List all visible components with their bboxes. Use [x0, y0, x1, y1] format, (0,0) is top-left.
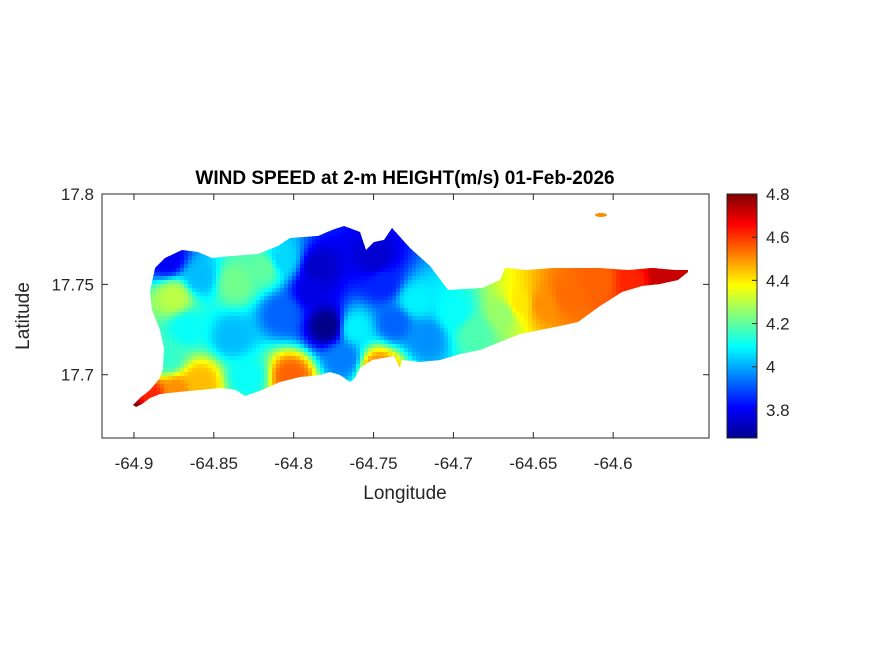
- islet-mark: [595, 213, 607, 217]
- y-tick-label: 17.75: [51, 275, 94, 294]
- x-tick-label: -64.75: [349, 454, 397, 473]
- colorbar-tick-label: 4.6: [766, 228, 790, 247]
- x-tick-label: -64.6: [594, 454, 633, 473]
- y-tick-label: 17.7: [61, 366, 94, 385]
- colorbar-tick-label: 4.4: [766, 271, 790, 290]
- colorbar: [726, 193, 758, 439]
- colorbar-tick-label: 4.8: [766, 185, 790, 204]
- colorbar-tick-label: 4.2: [766, 315, 790, 334]
- x-axis-label: Longitude: [363, 483, 446, 504]
- x-tick-label: -64.7: [434, 454, 473, 473]
- chart-title: WIND SPEED at 2-m HEIGHT(m/s) 01-Feb-202…: [195, 168, 614, 189]
- x-tick-label: -64.85: [190, 454, 238, 473]
- y-axis-ticks: 17.7 17.75 17.8: [51, 185, 709, 385]
- colorbar-ticks: 3.8 4 4.2 4.4 4.6 4.8: [752, 185, 790, 420]
- x-tick-label: -64.9: [115, 454, 154, 473]
- y-axis-label: Latitude: [13, 282, 34, 350]
- x-axis-ticks: -64.9 -64.85 -64.8 -64.75 -64.7 -64.65 -64.6: [115, 194, 633, 473]
- colorbar-tick-label: 4: [766, 358, 775, 377]
- x-tick-label: -64.8: [274, 454, 313, 473]
- y-tick-label: 17.8: [61, 185, 94, 204]
- colorbar-tick-label: 3.8: [766, 401, 790, 420]
- x-tick-label: -64.65: [509, 454, 557, 473]
